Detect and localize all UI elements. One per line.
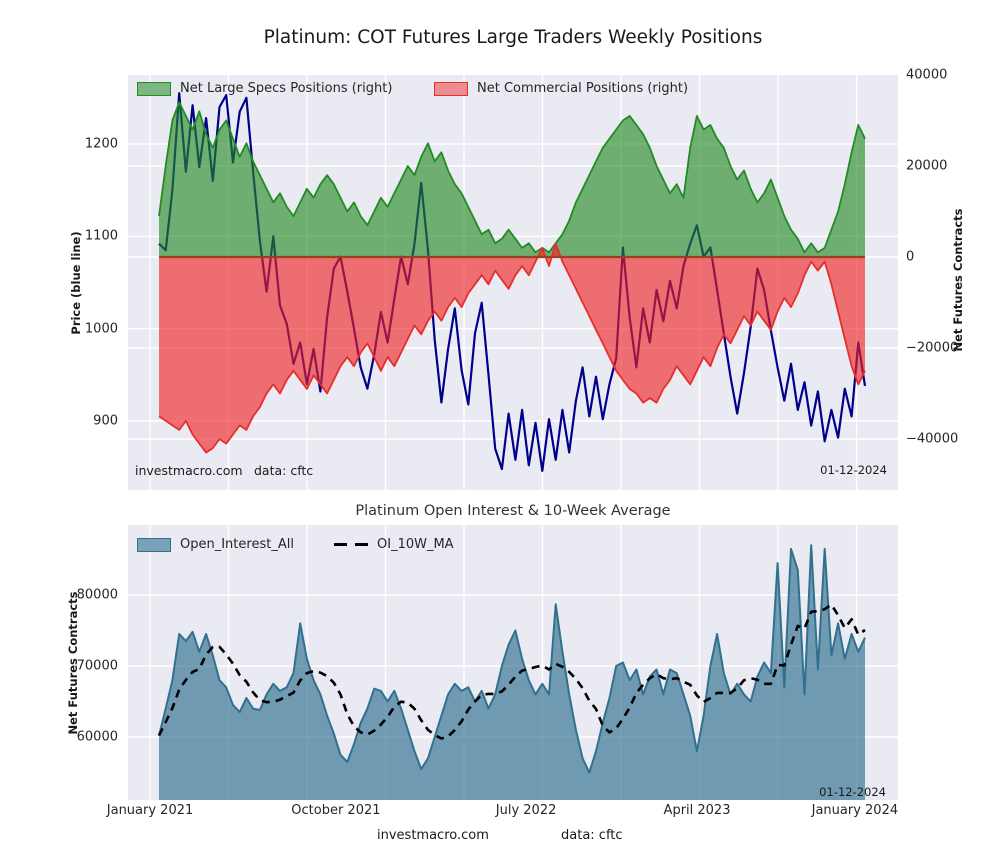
x-tick: October 2021 (291, 803, 381, 818)
bottom-left-ytick: 60000 (76, 729, 118, 745)
bottom-legend-oi[interactable]: Open_Interest_All (137, 537, 294, 552)
bottom-chart-title: Platinum Open Interest & 10-Week Average (355, 503, 671, 519)
top-left-axis-title: Price (blue line) (69, 231, 83, 335)
top-right-axis-title: Net Futures Contracts (951, 208, 965, 352)
bottom-date-annotation: 01-12-2024 (819, 785, 886, 799)
top-legend-commercial[interactable]: Net Commercial Positions (right) (434, 81, 688, 96)
top-watermark-site: investmacro.com (135, 463, 243, 478)
bottom-left-ytick: 80000 (76, 587, 118, 603)
specs-edge (158, 101, 866, 254)
bottom-legend-ma[interactable]: OI_10W_MA (334, 537, 454, 552)
bottom-legend-ma-label: OI_10W_MA (377, 537, 454, 552)
bottom-left-ytick: 70000 (76, 658, 118, 674)
x-tick: January 2021 (106, 803, 194, 818)
top-right-ytick: 0 (906, 249, 915, 265)
specs-area (159, 102, 865, 257)
top-right-ytick: −40000 (906, 431, 959, 447)
legend-patch-specs-icon (137, 81, 171, 96)
open-interest-area (159, 545, 865, 800)
top-right-ytick: 20000 (906, 158, 948, 174)
open-interest-edge (158, 544, 866, 774)
top-left-ytick: 900 (93, 413, 118, 429)
bottom-legend-oi-label: Open_Interest_All (180, 537, 294, 552)
top-legend-commercial-label: Net Commercial Positions (right) (477, 81, 689, 96)
top-left-ytick: 1000 (84, 321, 118, 337)
x-tick: January 2024 (811, 803, 899, 818)
top-legend-specs[interactable]: Net Large Specs Positions (right) (137, 81, 392, 96)
footer-site: investmacro.com (377, 828, 489, 843)
commercial-area (159, 243, 865, 453)
oi-ma-line (157, 603, 866, 740)
top-left-ytick: 1100 (84, 228, 118, 244)
figure-title: Platinum: COT Futures Large Traders Week… (263, 27, 763, 48)
commercial-edge (158, 242, 866, 454)
footer-source: data: cftc (561, 828, 623, 843)
top-right-ytick: 40000 (906, 67, 948, 83)
top-watermark-source: data: cftc (254, 463, 314, 478)
top-legend-specs-label: Net Large Specs Positions (right) (180, 81, 393, 96)
legend-patch-oi-icon (137, 537, 171, 552)
x-tick: April 2023 (663, 803, 731, 818)
legend-dash-icon (334, 542, 368, 547)
x-tick: July 2022 (495, 803, 557, 818)
top-right-ytick: −20000 (906, 340, 959, 356)
top-left-ytick: 1200 (84, 136, 118, 152)
top-date-annotation: 01-12-2024 (820, 463, 887, 477)
legend-patch-commercial-icon (434, 81, 468, 96)
